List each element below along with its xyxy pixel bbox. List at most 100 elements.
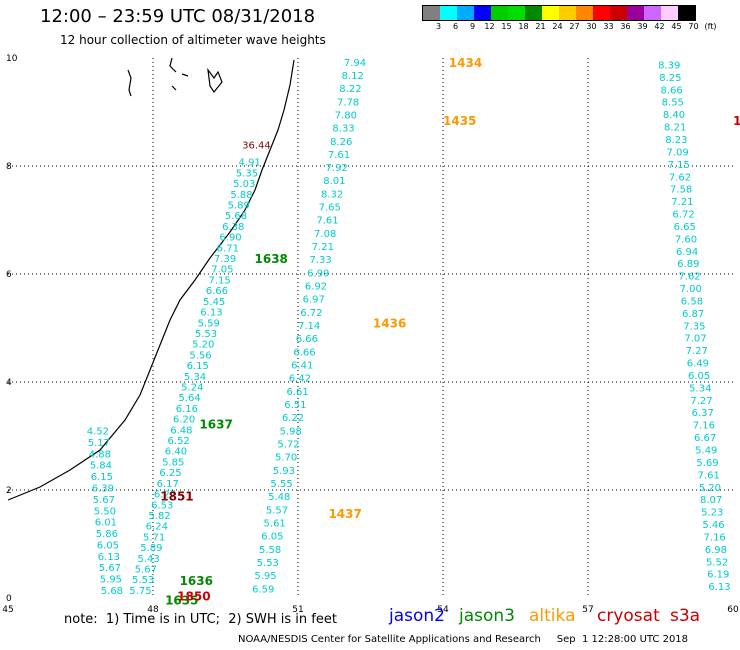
time-label: 1635 <box>165 594 198 608</box>
swh-value-label: 6.71 <box>217 243 239 254</box>
colorbar <box>422 5 696 21</box>
swh-value-label: 7.94 <box>344 58 366 69</box>
colorbar-label: 36 <box>620 22 631 31</box>
swh-value-label: 5.55 <box>270 479 292 490</box>
swh-value-label: 7.39 <box>214 254 236 265</box>
colorbar-label: 27 <box>569 22 580 31</box>
colorbar-label: (ft) <box>704 22 717 31</box>
swh-value-label: 6.24 <box>146 522 168 533</box>
swh-value-label: 7.15 <box>208 275 230 286</box>
swh-value-label: 6.65 <box>674 222 696 233</box>
swh-value-label: 4.88 <box>89 449 111 460</box>
colorbar-swatch <box>644 6 661 20</box>
colorbar-swatch <box>559 6 576 20</box>
swh-value-label: 6.59 <box>252 584 274 595</box>
legend-item-altika: altika <box>529 606 576 626</box>
y-tick-label: 10 <box>6 54 18 64</box>
swh-value-label: 5.23 <box>701 508 723 519</box>
colorbar-label: 9 <box>469 22 476 31</box>
swh-value-label: 5.50 <box>94 506 116 517</box>
swh-value-label: 8.40 <box>663 110 685 121</box>
swh-value-label: 6.39 <box>92 483 114 494</box>
y-tick-label: 6 <box>6 270 12 280</box>
swh-value-label: 5.89 <box>228 201 250 212</box>
swh-value-label: 5.46 <box>702 520 724 531</box>
swh-value-label: 6.53 <box>151 500 173 511</box>
swh-value-label: 6.41 <box>291 361 313 372</box>
swh-value-label: 5.03 <box>233 179 255 190</box>
swh-value-label: 5.34 <box>184 372 206 383</box>
time-label: 1434 <box>449 56 482 70</box>
swh-value-label: 6.67 <box>694 433 716 444</box>
swh-value-label: 7.14 <box>298 321 320 332</box>
swh-value-label: 6.66 <box>296 334 318 345</box>
swh-value-label: 7.65 <box>319 203 341 214</box>
swh-value-label: 8.21 <box>664 123 686 134</box>
time-label: 1435 <box>443 114 476 128</box>
swh-value-label: 7.62 <box>678 272 700 283</box>
colorbar-swatch <box>576 6 593 20</box>
swh-value-label: 4.52 <box>87 427 109 438</box>
swh-value-label: 5.57 <box>266 505 288 516</box>
colorbar-swatch <box>627 6 644 20</box>
swh-value-label: 8.55 <box>662 98 684 109</box>
swh-value-label: 8.26 <box>330 137 352 148</box>
colorbar-label: 45 <box>671 22 682 31</box>
swh-value-label: 6.51 <box>284 400 306 411</box>
legend-item-jason2: jason2 <box>389 606 445 626</box>
swh-value-label: 8.66 <box>660 85 682 96</box>
swh-value-label: 5.20 <box>699 483 721 494</box>
chart-title: 12:00 – 23:59 UTC 08/31/2018 <box>40 6 316 27</box>
swh-value-label: 5.86 <box>96 529 118 540</box>
legend-item-s3a: s3a <box>670 606 701 626</box>
swh-value-label: 8.01 <box>323 176 345 187</box>
colorbar-label: 42 <box>654 22 665 31</box>
x-tick-label: 54 <box>437 605 449 615</box>
y-tick-label: 4 <box>6 378 12 388</box>
swh-value-label: 7.27 <box>690 396 712 407</box>
swh-value-label: 6.15 <box>91 472 113 483</box>
colorbar-swatch <box>440 6 457 20</box>
swh-value-label: 8.25 <box>659 73 681 84</box>
swh-value-label: 5.89 <box>140 543 162 554</box>
colorbar-swatch <box>661 6 678 20</box>
swh-value-label: 5.82 <box>148 511 170 522</box>
swh-value-label: 7.61 <box>316 216 338 227</box>
swh-value-label: 5.53 <box>257 558 279 569</box>
swh-value-label: 6.37 <box>692 408 714 419</box>
swh-value-label: 6.22 <box>282 413 304 424</box>
swh-value-label: 7.58 <box>670 185 692 196</box>
swh-value-label: 7.92 <box>326 163 348 174</box>
footer-note: note: 1) Time is in UTC; 2) SWH is in fe… <box>64 612 337 627</box>
colorbar-swatch <box>678 6 695 20</box>
swh-value-label: 4.91 <box>239 158 261 169</box>
island-shape <box>169 57 189 91</box>
swh-value-label: 6.15 <box>187 361 209 372</box>
swh-value-label: 5.45 <box>203 297 225 308</box>
colorbar-labels: 3 6 9 12 15 18 21 24 27 30 33 36 39 42 45 70 (ft) <box>422 22 740 34</box>
swh-value-label: 6.89 <box>677 259 699 270</box>
x-tick-label: 51 <box>292 605 303 615</box>
swh-value-label: 6.72 <box>672 210 694 221</box>
swh-value-label: 6.94 <box>676 247 698 258</box>
swh-value-label: 6.05 <box>688 371 710 382</box>
swh-value-label: 5.95 <box>100 575 122 586</box>
swh-value-label: 8.23 <box>665 135 687 146</box>
swh-value-label: 5.52 <box>706 557 728 568</box>
legend-item-cryosat: cryosat <box>597 606 660 626</box>
colorbar-swatch <box>474 6 491 20</box>
colorbar-label: 3 <box>435 22 442 31</box>
swh-value-label: 7.61 <box>328 150 350 161</box>
swh-value-label: 6.48 <box>170 425 192 436</box>
swh-value-label: 7.09 <box>666 147 688 158</box>
swh-value-label: 6.97 <box>303 295 325 306</box>
swh-value-label: 5.64 <box>178 393 200 404</box>
swh-value-label: 5.84 <box>90 461 112 472</box>
swh-value-label: 5.17 <box>88 438 110 449</box>
swh-value-label: 6.66 <box>293 347 315 358</box>
axis-ticks: 45 48 51 54 57 60 0 2 4 6 8 10 <box>2 54 739 615</box>
swh-value-label: 5.71 <box>143 532 165 543</box>
swh-value-label: 6.90 <box>219 233 241 244</box>
